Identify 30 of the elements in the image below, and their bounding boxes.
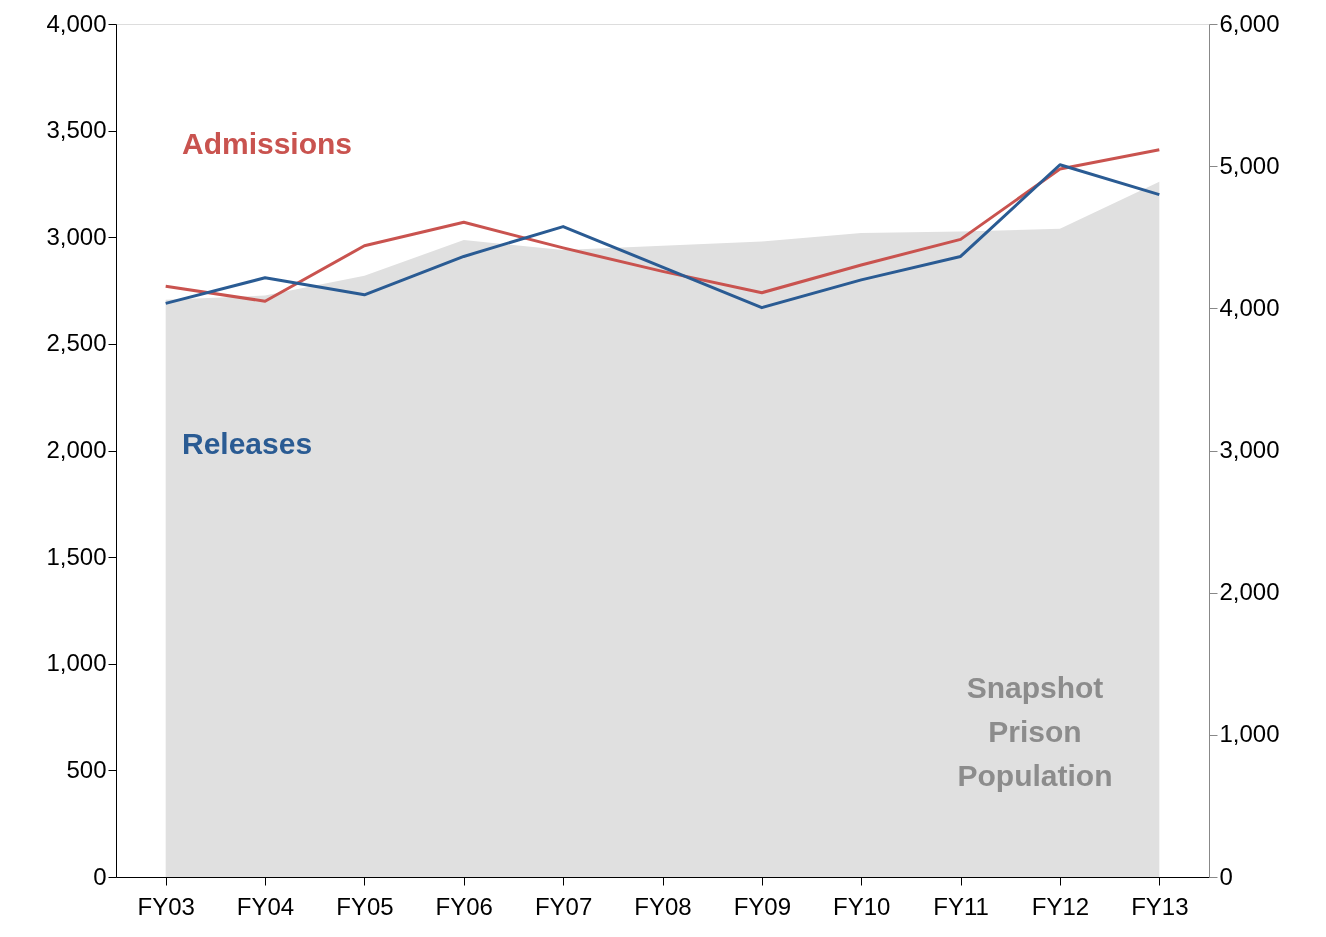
y-tick-label: 2,000: [46, 436, 107, 463]
x-tick-label: FY12: [1031, 892, 1090, 920]
y2-tick-label: 6,000: [1219, 9, 1280, 37]
text: Admissions: [182, 127, 353, 160]
x-tick-label: FY06: [435, 892, 493, 920]
series-label: Snapshot Prison Population: [957, 671, 1113, 792]
x-tick-label: FY04: [236, 892, 295, 920]
y2-tick-label: 2,000: [1219, 578, 1280, 606]
x-tick-label: FY11: [933, 892, 989, 920]
y-tick-label: 0: [93, 862, 107, 890]
text: Releases: [182, 427, 313, 460]
x-tick-label: FY10: [833, 892, 891, 920]
y2-tick-label: 3,000: [1219, 436, 1280, 463]
y-tick-label: 500: [66, 755, 107, 783]
y-tick-label: 1,500: [46, 542, 107, 570]
x-tick-label: FY13: [1131, 892, 1189, 920]
y-tick-label: 3,500: [46, 116, 107, 144]
y2-tick-label: 1,000: [1219, 720, 1280, 748]
x-tick-label: FY07: [534, 892, 593, 920]
y-tick-label: 1,000: [46, 649, 107, 677]
y-tick-label: 4,000: [46, 9, 107, 37]
y2-tick-label: 5,000: [1219, 151, 1280, 179]
y2-tick-label: 4,000: [1219, 293, 1280, 321]
y-tick-label: 3,000: [46, 222, 107, 250]
y2-tick-label: 0: [1219, 862, 1233, 890]
x-tick-label: FY09: [733, 892, 792, 920]
x-tick-label: FY05: [336, 892, 394, 920]
y-tick-label: 2,500: [46, 329, 107, 357]
x-tick-label: FY08: [634, 892, 692, 920]
x-tick-label: FY03: [137, 892, 195, 920]
